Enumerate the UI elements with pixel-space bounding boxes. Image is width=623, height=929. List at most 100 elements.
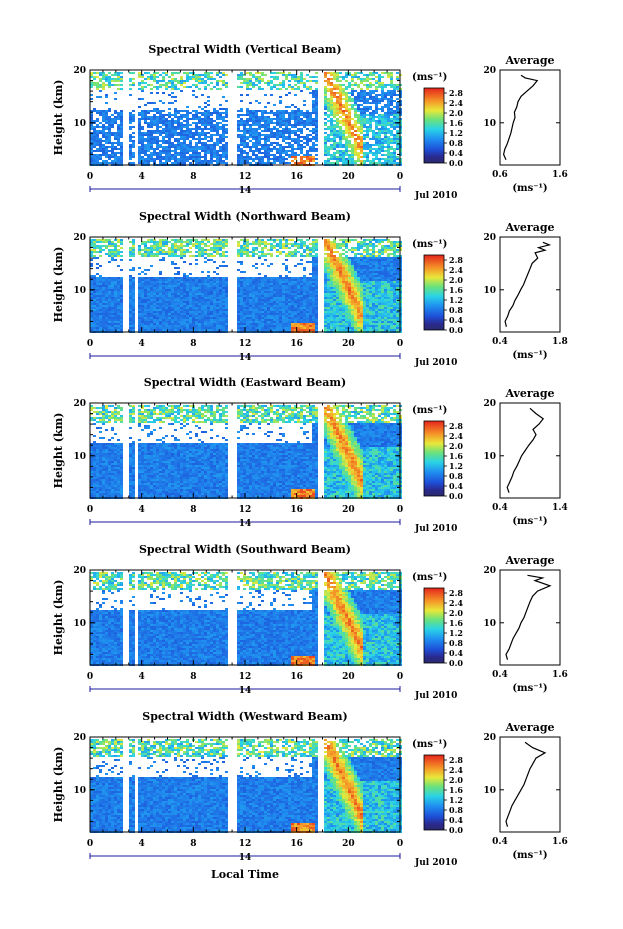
x-tick-label: 0 [87,505,93,515]
colorbar-tick: 1.2 [449,628,463,638]
colorbar-tick: 2.4 [449,598,463,608]
panel-title: Spectral Width (Southward Beam) [139,543,351,556]
heatmap-cells [90,572,402,666]
y-tick-label: 20 [73,233,86,243]
x-tick-label: 4 [139,839,145,849]
x-tick-label: 12 [239,839,252,849]
average-y-tick: 20 [483,733,496,743]
average-panel: Average 20 10 0.4 1.8 (ms⁻¹) [483,221,567,361]
panel-title: Spectral Width (Eastward Beam) [144,376,346,389]
colorbar-tick: 0.4 [449,315,463,325]
x-tick-label: 16 [290,505,303,515]
colorbar [423,87,445,164]
y-tick-label: 20 [73,399,86,409]
colorbar-tick: 0.8 [449,471,463,481]
colorbar-tick: 2.8 [449,755,463,765]
average-y-tick: 20 [483,399,496,409]
x-tick-label: 16 [290,839,303,849]
x-tick-label: 0 [87,339,93,349]
average-x-label: (ms⁻¹) [512,683,547,694]
colorbar-unit: (ms⁻¹) [412,239,447,250]
x-tick-label: 12 [239,505,252,515]
colorbar-unit: (ms⁻¹) [412,72,447,83]
colorbar-tick: 1.6 [449,618,463,628]
colorbar-unit: (ms⁻¹) [412,405,447,416]
y-tick-label: 20 [73,566,86,576]
colorbar-tick: 2.4 [449,431,463,441]
panel-5: Spectral Width (Westward Beam) 20 10 Height… [52,710,568,868]
average-profile-line [505,574,552,660]
colorbar-tick: 2.0 [449,108,463,118]
heatmap-cells [90,405,402,499]
date-label: Jul 2010 [414,691,457,701]
colorbar-tick: 0.4 [449,815,463,825]
y-axis-label: Height (km) [52,247,65,323]
average-x-tick: 0.4 [492,670,508,680]
colorbar-tick: 0.4 [449,148,463,158]
average-x-label: (ms⁻¹) [512,350,547,361]
colorbar-tick: 0.0 [449,325,463,335]
colorbar [423,587,445,664]
y-tick-label: 10 [73,119,86,129]
x-tick-label: 20 [342,505,355,515]
colorbar-tick: 1.6 [449,451,463,461]
x-tick-label: 12 [239,339,252,349]
x-tick-label: 0 [87,839,93,849]
colorbar [423,420,445,497]
panel-2: Spectral Width (Northward Beam) 20 10 Heigh… [52,210,568,368]
colorbar-tick: 2.8 [449,88,463,98]
average-x-label: (ms⁻¹) [512,183,547,194]
x-tick-label: 8 [190,839,196,849]
average-x-tick: 1.6 [552,170,568,180]
average-x-label: (ms⁻¹) [512,516,547,527]
y-axis-label: Height (km) [52,80,65,156]
average-profile-line [506,407,545,493]
average-x-tick: 1.8 [552,337,568,347]
colorbar-tick: 1.6 [449,785,463,795]
average-profile-line [502,74,539,160]
x-tick-label: 0 [397,672,403,682]
average-x-label: (ms⁻¹) [512,850,547,861]
average-title: Average [504,221,554,234]
colorbar-tick: 2.8 [449,421,463,431]
date-label: Jul 2010 [414,191,457,201]
colorbar-tick: 1.2 [449,295,463,305]
colorbar-tick: 2.0 [449,275,463,285]
average-x-tick: 0.4 [492,503,508,513]
x-tick-label: 8 [190,339,196,349]
x-tick-label: 4 [139,172,145,182]
heatmap-cells [90,72,402,166]
day-label: 14 [239,853,252,863]
x-tick-label: 20 [342,839,355,849]
average-y-tick: 10 [483,452,496,462]
heatmap-cells [90,739,402,833]
average-y-tick: 20 [483,66,496,76]
y-tick-label: 20 [73,733,86,743]
average-x-tick: 1.6 [552,837,568,847]
average-x-tick: 1.4 [552,503,568,513]
colorbar [423,254,445,331]
y-axis-label: Height (km) [52,580,65,656]
panel-1: Spectral Width (Vertical Beam) 20 10 Height… [52,43,568,201]
average-panel: Average 20 10 0.4 1.6 (ms⁻¹) [483,554,567,694]
x-tick-label: 20 [342,339,355,349]
x-tick-label: 0 [397,505,403,515]
colorbar-tick: 0.0 [449,658,463,668]
panel-title: Spectral Width (Westward Beam) [142,710,347,723]
y-axis-label: Height (km) [52,747,65,823]
heatmap-cells [90,239,402,333]
x-tick-label: 0 [397,172,403,182]
x-tick-label: 16 [290,672,303,682]
x-tick-label: 12 [239,672,252,682]
x-tick-label: 16 [290,339,303,349]
x-tick-label: 8 [190,672,196,682]
colorbar-tick: 0.0 [449,491,463,501]
colorbar-tick: 0.0 [449,825,463,835]
average-y-tick: 20 [483,566,496,576]
day-label: 14 [239,186,252,196]
colorbar-unit: (ms⁻¹) [412,572,447,583]
average-profile-line [505,741,547,827]
x-tick-label: 0 [397,339,403,349]
x-tick-label: 8 [190,172,196,182]
